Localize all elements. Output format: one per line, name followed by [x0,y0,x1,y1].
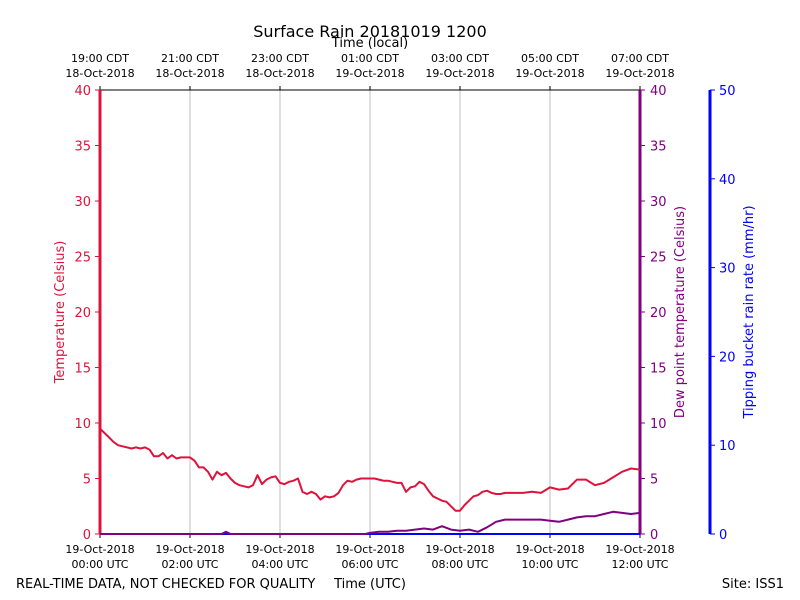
y2-tick-label: 0 [650,528,658,543]
x-top-tick-label: 19-Oct-2018 [515,67,584,80]
disclaimer-text: REAL-TIME DATA, NOT CHECKED FOR QUALITY [16,577,315,592]
y-tick-label: 15 [74,362,91,377]
x-tick-label: 08:00 UTC [431,558,488,571]
y3-tick-label: 20 [719,350,736,365]
y2-tick-label: 25 [650,251,667,266]
x-tick-label: 19-Oct-2018 [605,543,674,556]
temperature-axis-ticks: 0 5 10 15 20 25 30 35 40 [74,84,100,543]
y3-tick-label: 30 [719,262,736,277]
y2-tick-label: 35 [650,140,667,155]
y3-tick-label: 0 [719,528,727,543]
series-group [99,427,641,535]
x-tick-label: 19-Oct-2018 [65,543,134,556]
y2-tick-label: 40 [650,84,667,99]
x-tick-label: 04:00 UTC [251,558,308,571]
x-tick-label: 02:00 UTC [161,558,218,571]
y-axis-label: Temperature (Celsius) [53,241,68,385]
x-axis-ticks: 19-Oct-2018 00:00 UTC 19-Oct-2018 02:00 UTC… [65,534,675,571]
y2-tick-label: 30 [650,195,667,210]
x-top-tick-label: 19-Oct-2018 [605,67,674,80]
y3-axis-label: Tipping bucket rain rate (mm/hr) [742,205,757,419]
x-top-tick-label: 01:00 CDT [341,52,399,65]
x-top-tick-label: 19:00 CDT [71,52,129,65]
rain-rate-axis-ticks: 0 10 20 30 40 50 [710,84,736,543]
y2-tick-label: 15 [650,362,667,377]
y-tick-label: 10 [74,417,91,432]
y-tick-label: 40 [74,84,91,99]
x-top-tick-label: 18-Oct-2018 [245,67,314,80]
y3-tick-label: 10 [719,439,736,454]
y-tick-label: 25 [74,251,91,266]
x-top-tick-label: 07:00 CDT [611,52,669,65]
chart-title: Surface Rain 20181019 1200 [253,22,487,41]
x-top-tick-label: 18-Oct-2018 [65,67,134,80]
x-tick-label: 19-Oct-2018 [245,543,314,556]
dewpoint-axis-ticks: 0 5 10 15 20 25 30 35 40 [640,84,667,543]
site-label: Site: ISS1 [722,577,784,592]
temperature-line [99,427,641,512]
x-tick-label: 19-Oct-2018 [515,543,584,556]
x-tick-label: 06:00 UTC [341,558,398,571]
x-top-tick-label: 23:00 CDT [251,52,309,65]
x-axis-label: Time (UTC) [333,577,406,592]
y2-tick-label: 20 [650,306,667,321]
gridlines [189,90,551,534]
y2-axis-label: Dew point temperature (Celsius) [673,206,688,418]
y2-tick-label: 5 [650,473,658,488]
y-tick-label: 0 [83,528,91,543]
dewpoint-line [100,510,641,535]
x-tick-label: 19-Oct-2018 [335,543,404,556]
x-top-tick-label: 19-Oct-2018 [425,67,494,80]
x-top-tick-label: 05:00 CDT [521,52,579,65]
x-top-tick-label: 18-Oct-2018 [155,67,224,80]
y3-tick-label: 50 [719,84,736,99]
x-top-tick-label: 03:00 CDT [431,52,489,65]
x2-axis-label: Time (local) [331,36,408,51]
x-tick-label: 10:00 UTC [521,558,578,571]
x-top-tick-label: 21:00 CDT [161,52,219,65]
x-tick-label: 00:00 UTC [71,558,128,571]
y-tick-label: 30 [74,195,91,210]
x-tick-label: 12:00 UTC [611,558,668,571]
y-tick-label: 35 [74,140,91,155]
y-tick-label: 5 [83,473,91,488]
y3-tick-label: 40 [719,173,736,188]
x-tick-label: 19-Oct-2018 [155,543,224,556]
x-top-axis-ticks: 19:00 CDT 18-Oct-2018 21:00 CDT 18-Oct-2018… [65,52,675,90]
x-tick-label: 19-Oct-2018 [425,543,494,556]
y-tick-label: 20 [74,306,91,321]
y2-tick-label: 10 [650,417,667,432]
x-top-tick-label: 19-Oct-2018 [335,67,404,80]
